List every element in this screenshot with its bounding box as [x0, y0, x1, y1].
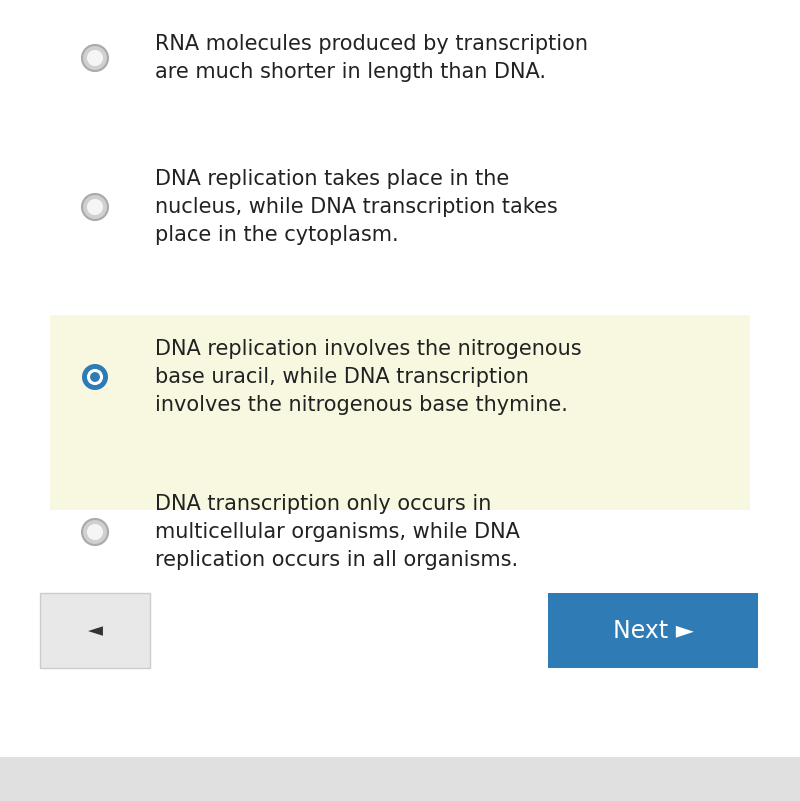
- Circle shape: [82, 194, 108, 220]
- Circle shape: [90, 372, 100, 382]
- Bar: [40, 593, 150, 668]
- Text: Next ►: Next ►: [613, 618, 694, 642]
- Text: DNA replication takes place in the: DNA replication takes place in the: [155, 169, 510, 189]
- Text: ◄: ◄: [87, 621, 102, 640]
- Circle shape: [87, 369, 103, 385]
- Bar: [548, 593, 758, 668]
- Circle shape: [87, 50, 103, 66]
- Circle shape: [87, 199, 103, 215]
- Circle shape: [82, 45, 108, 71]
- Text: DNA replication involves the nitrogenous: DNA replication involves the nitrogenous: [155, 339, 582, 359]
- Circle shape: [87, 524, 103, 540]
- Bar: [0, 757, 800, 801]
- Text: RNA molecules produced by transcription: RNA molecules produced by transcription: [155, 34, 588, 54]
- Circle shape: [82, 364, 108, 390]
- Text: multicellular organisms, while DNA: multicellular organisms, while DNA: [155, 522, 520, 542]
- Text: DNA transcription only occurs in: DNA transcription only occurs in: [155, 494, 491, 514]
- Circle shape: [82, 519, 108, 545]
- Text: are much shorter in length than DNA.: are much shorter in length than DNA.: [155, 62, 546, 82]
- Text: place in the cytoplasm.: place in the cytoplasm.: [155, 225, 398, 245]
- Text: involves the nitrogenous base thymine.: involves the nitrogenous base thymine.: [155, 395, 568, 415]
- Text: nucleus, while DNA transcription takes: nucleus, while DNA transcription takes: [155, 197, 558, 217]
- Text: base uracil, while DNA transcription: base uracil, while DNA transcription: [155, 367, 529, 387]
- Text: replication occurs in all organisms.: replication occurs in all organisms.: [155, 550, 518, 570]
- Bar: [50, 315, 750, 510]
